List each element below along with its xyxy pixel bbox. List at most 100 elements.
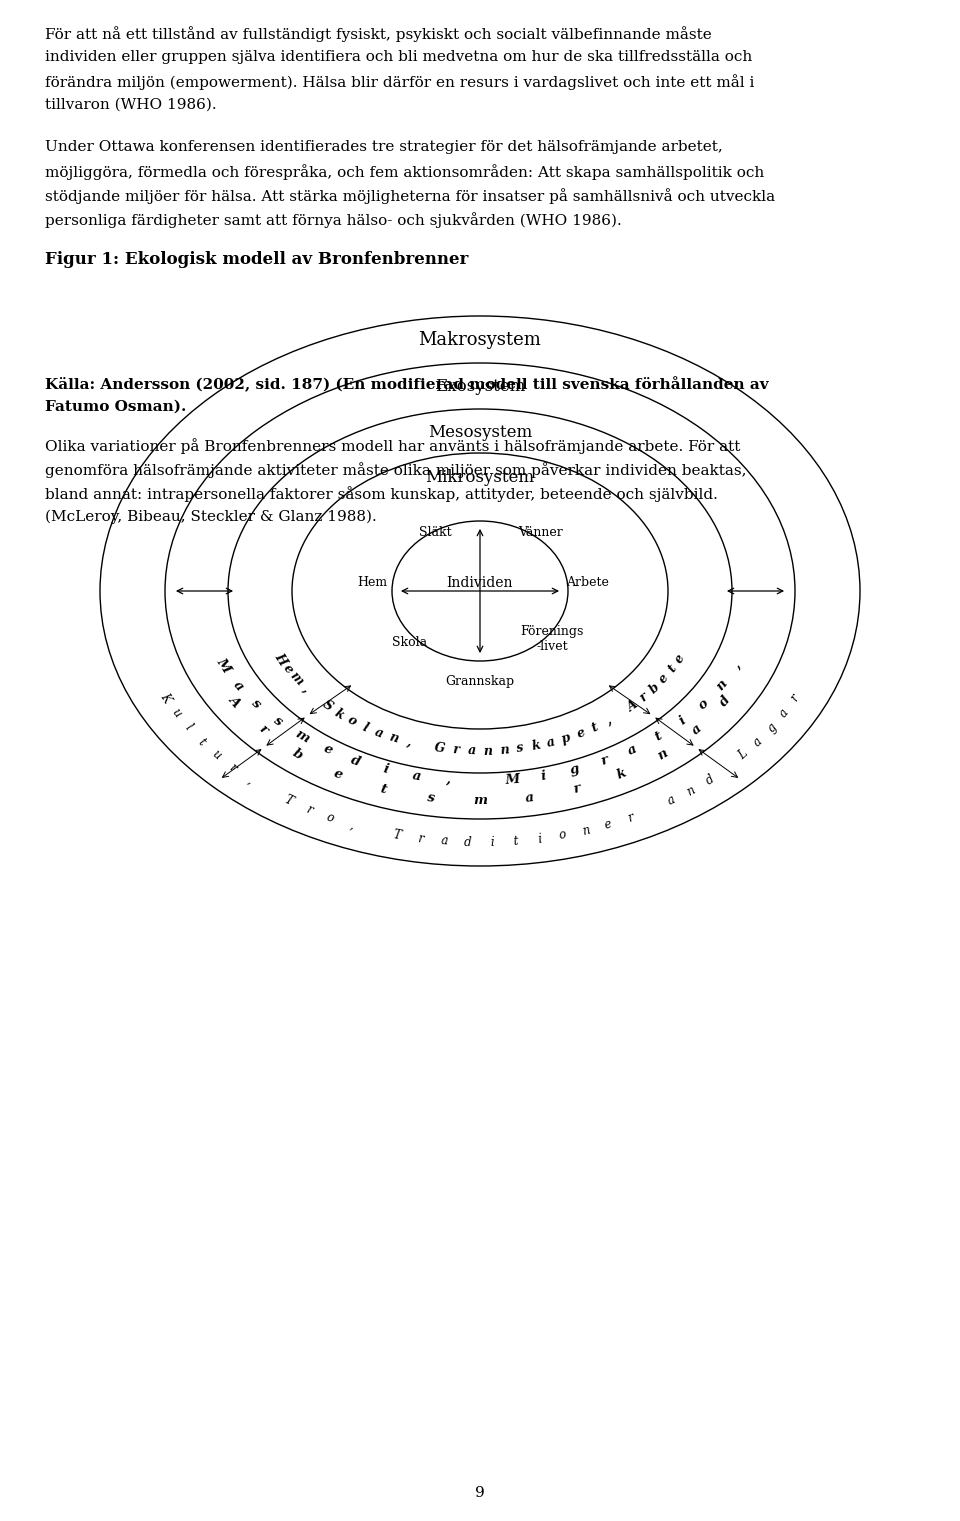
Text: r: r — [227, 760, 239, 774]
Text: r: r — [637, 691, 651, 704]
Text: t: t — [513, 835, 518, 847]
Text: bland annat: intrapersonella faktorer såsom kunskap, attityder, beteende och sjä: bland annat: intrapersonella faktorer så… — [45, 487, 718, 502]
Text: s: s — [516, 741, 524, 756]
Text: Exosystem: Exosystem — [435, 379, 525, 395]
Text: r: r — [788, 692, 802, 703]
Text: ,: , — [246, 773, 255, 786]
Text: e: e — [672, 651, 687, 666]
Text: K: K — [157, 691, 173, 704]
Text: g: g — [764, 721, 780, 735]
Text: Källa: Andersson (2002, sid. 187) (En modifierad modell till svenska förhållande: Källa: Andersson (2002, sid. 187) (En mo… — [45, 376, 769, 392]
Text: i: i — [381, 762, 390, 776]
Text: k: k — [332, 706, 347, 721]
Text: förändra miljön (empowerment). Hälsa blir därför en resurs i vardagslivet och in: förändra miljön (empowerment). Hälsa bli… — [45, 75, 755, 90]
Text: Mikrosystem: Mikrosystem — [425, 468, 535, 487]
Text: s: s — [426, 791, 435, 805]
Text: T: T — [282, 792, 295, 808]
Text: d: d — [464, 835, 472, 849]
Text: För att nå ett tillstånd av fullständigt fysiskt, psykiskt och socialt välbefinn: För att nå ett tillstånd av fullständigt… — [45, 26, 711, 43]
Text: i: i — [490, 837, 494, 849]
Text: e: e — [657, 672, 671, 686]
Text: ,: , — [300, 683, 312, 695]
Text: i: i — [677, 715, 688, 729]
Text: M: M — [214, 656, 232, 675]
Text: o: o — [345, 713, 358, 729]
Text: r: r — [417, 832, 424, 846]
Text: t: t — [378, 782, 388, 795]
Text: Hem: Hem — [357, 576, 387, 590]
Text: r: r — [572, 782, 582, 795]
Text: l: l — [360, 721, 370, 735]
Text: Makrosystem: Makrosystem — [419, 332, 541, 348]
Text: n: n — [713, 677, 730, 694]
Text: a: a — [689, 722, 705, 738]
Text: s: s — [271, 713, 284, 729]
Text: 9: 9 — [475, 1486, 485, 1500]
Text: o: o — [558, 829, 567, 843]
Text: a: a — [441, 835, 448, 847]
Text: Under Ottawa konferensen identifierades tre strategier för det hälsofrämjande ar: Under Ottawa konferensen identifierades … — [45, 140, 723, 154]
Text: u: u — [168, 706, 183, 719]
Text: k: k — [530, 739, 541, 753]
Text: n: n — [483, 744, 492, 757]
Text: ,: , — [405, 736, 413, 750]
Text: k: k — [615, 767, 629, 782]
Text: n: n — [388, 730, 400, 745]
Text: d: d — [717, 694, 733, 709]
Text: (McLeroy, Bibeau, Steckler & Glanz 1988).: (McLeroy, Bibeau, Steckler & Glanz 1988)… — [45, 510, 376, 525]
Text: m: m — [473, 794, 487, 808]
Text: d: d — [349, 753, 362, 768]
Text: A: A — [625, 698, 640, 715]
Text: s: s — [250, 697, 264, 712]
Text: m: m — [292, 727, 311, 745]
Text: Skola: Skola — [393, 636, 427, 649]
Text: r: r — [256, 722, 270, 736]
Text: möjliggöra, förmedla och förespråka, och fem aktionsområden: Att skapa samhällsp: möjliggöra, förmedla och förespråka, och… — [45, 164, 764, 179]
Text: n: n — [655, 747, 670, 762]
Text: ,: , — [445, 773, 451, 786]
Text: M: M — [504, 773, 520, 786]
Text: r: r — [303, 803, 314, 817]
Text: G: G — [434, 741, 446, 756]
Text: t: t — [653, 729, 664, 744]
Text: i: i — [537, 832, 542, 846]
Text: a: a — [524, 791, 535, 805]
Text: a: a — [751, 735, 765, 748]
Text: r: r — [452, 744, 460, 757]
Text: Figur 1: Ekologisk modell av Bronfenbrenner: Figur 1: Ekologisk modell av Bronfenbren… — [45, 251, 468, 268]
Text: Mesosystem: Mesosystem — [428, 424, 532, 441]
Text: S: S — [320, 698, 334, 713]
Text: Vänner: Vänner — [517, 526, 563, 540]
Text: n: n — [684, 783, 698, 799]
Text: e: e — [332, 767, 345, 782]
Text: a: a — [626, 742, 639, 757]
Text: Arbete: Arbete — [566, 576, 610, 590]
Text: g: g — [568, 762, 581, 777]
Text: a: a — [665, 794, 678, 808]
Text: e: e — [603, 817, 613, 832]
Text: e: e — [322, 742, 334, 757]
Text: ,: , — [348, 818, 355, 832]
Text: personliga färdigheter samt att förnya hälso- och sjukvården (WHO 1986).: personliga färdigheter samt att förnya h… — [45, 211, 622, 228]
Text: Släkt: Släkt — [419, 526, 451, 540]
Text: t: t — [196, 735, 208, 748]
Text: Grannskap: Grannskap — [445, 674, 515, 687]
Text: a: a — [777, 706, 791, 719]
Text: Individen: Individen — [446, 576, 514, 590]
Text: r: r — [625, 811, 635, 824]
Text: e: e — [575, 726, 587, 741]
Text: tillvaron (WHO 1986).: tillvaron (WHO 1986). — [45, 97, 217, 113]
Text: b: b — [291, 747, 305, 762]
Text: t: t — [665, 663, 679, 675]
Text: Fatumo Osman).: Fatumo Osman). — [45, 400, 186, 414]
Text: a: a — [468, 744, 476, 757]
Text: n: n — [581, 823, 591, 838]
Text: individen eller gruppen själva identifiera och bli medvetna om hur de ska tillfr: individen eller gruppen själva identifie… — [45, 50, 753, 64]
Text: i: i — [540, 770, 547, 783]
Text: d: d — [703, 773, 716, 788]
Text: Olika variationer på Bronfenbrenners modell har använts i hälsofrämjande arbete.: Olika variationer på Bronfenbrenners mod… — [45, 438, 740, 453]
Text: o: o — [696, 697, 711, 712]
Text: r: r — [599, 753, 610, 768]
Text: b: b — [647, 681, 662, 697]
Text: u: u — [209, 748, 224, 762]
